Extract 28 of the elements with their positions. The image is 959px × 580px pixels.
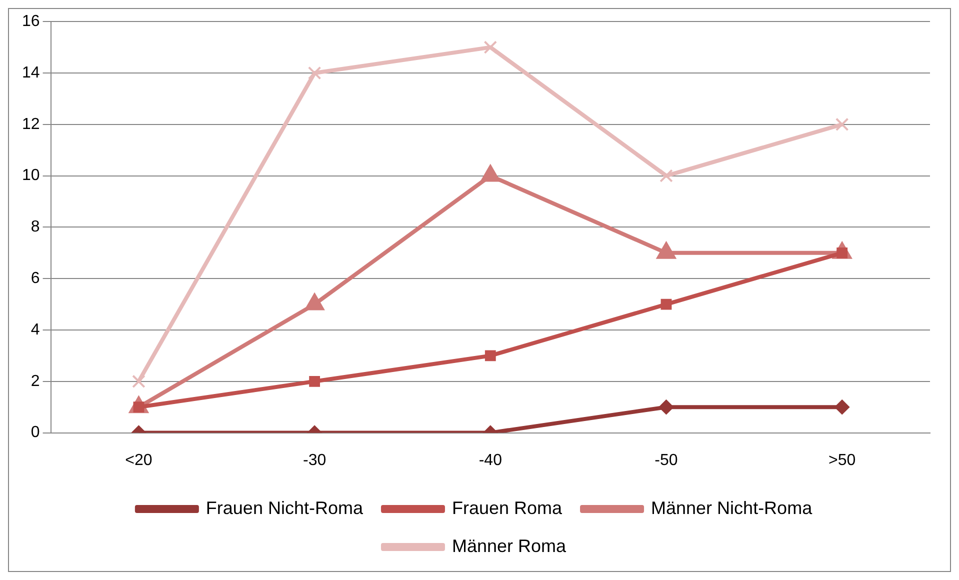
point [309, 376, 320, 387]
y-tick-label: 0 [30, 424, 40, 442]
x-tick-label: -50 [654, 452, 678, 469]
x-tick-label: -30 [302, 452, 326, 469]
point [660, 298, 672, 310]
x-tick-label: >50 [828, 452, 856, 469]
x-tick-label: -40 [478, 452, 502, 469]
legend-label: Männer Nicht-Roma [651, 498, 814, 518]
point [834, 400, 850, 415]
y-tick-label: 8 [30, 218, 40, 236]
point [132, 374, 146, 388]
legend-label: Frauen Nicht-Roma [206, 498, 364, 518]
y-tick-label: 14 [22, 64, 40, 82]
point [835, 118, 849, 132]
point [308, 66, 322, 80]
legend-label: Frauen Roma [452, 498, 564, 518]
point [658, 400, 674, 415]
y-tick-label: 12 [22, 116, 40, 133]
y-tick-label: 2 [30, 372, 40, 390]
y-tick-label: 6 [30, 270, 40, 288]
y-tick-label: 4 [30, 321, 40, 338]
y-tick-label: 10 [22, 167, 40, 184]
x-tick-label: <20 [125, 452, 152, 469]
legend-label: Männer Roma [452, 536, 568, 556]
point [660, 169, 673, 182]
point [484, 40, 498, 54]
y-tick-label: 16 [22, 13, 40, 30]
point [484, 350, 496, 362]
